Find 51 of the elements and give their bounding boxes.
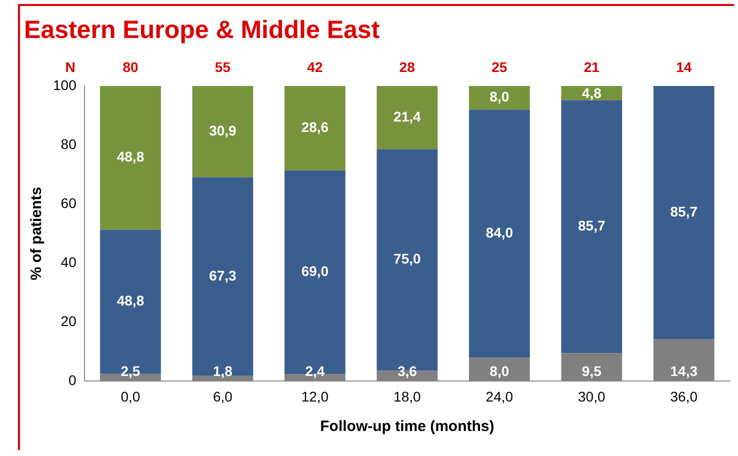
y-tick-label: 20 — [60, 313, 77, 330]
x-axis-title: Follow-up time (months) — [320, 418, 494, 436]
x-tick-label: 6,0 — [212, 388, 233, 404]
text: 21 — [584, 58, 600, 75]
data-label: 14,3 — [670, 363, 698, 380]
text: 14 — [676, 58, 692, 75]
data-label: 2,5 — [120, 363, 140, 380]
text: 55 — [214, 58, 231, 75]
text: 42 — [307, 58, 323, 75]
text: N — [65, 58, 76, 75]
y-tick-label: 40 — [60, 254, 77, 270]
y-axis-title: % of patients — [28, 186, 46, 280]
data-label: 8,0 — [490, 88, 510, 105]
x-tick-label: 24,0 — [486, 388, 514, 404]
data-label: 21,4 — [394, 108, 422, 124]
bar — [376, 86, 438, 150]
bar — [561, 100, 622, 354]
data-label: 85,7 — [578, 218, 606, 234]
bar — [100, 86, 161, 230]
data-label: 75,0 — [394, 250, 422, 267]
x-tick-label: 12,0 — [301, 388, 329, 404]
bar — [468, 110, 530, 358]
data-label: 9,5 — [582, 363, 602, 380]
y-tick-label: 60 — [60, 194, 77, 211]
x-tick-label: 30,0 — [578, 388, 606, 404]
text: 28 — [399, 58, 416, 75]
data-label: 85,7 — [670, 203, 698, 220]
x-tick-label: 36,0 — [670, 388, 698, 404]
data-label: 4,8 — [582, 84, 602, 101]
y-tick-label: 0 — [68, 372, 77, 388]
bar — [192, 86, 254, 178]
data-label: 48,8 — [116, 292, 144, 309]
data-label: 2,4 — [305, 363, 325, 380]
x-tick-label: 0,0 — [120, 388, 140, 404]
data-label: 28,6 — [301, 119, 329, 136]
data-label: 84,0 — [486, 224, 514, 240]
bar — [468, 86, 530, 110]
bar — [284, 86, 346, 170]
data-label: 67,3 — [209, 267, 237, 284]
data-label: 30,9 — [209, 122, 237, 138]
chart-title: Eastern Europe & Middle East — [24, 16, 380, 44]
data-label: 8,0 — [490, 363, 510, 380]
bar — [653, 86, 714, 339]
text: 80 — [122, 58, 138, 75]
y-tick-label: 80 — [60, 136, 77, 152]
data-label: 48,8 — [116, 148, 144, 165]
text: 25 — [492, 58, 508, 75]
y-tick-label: 100 — [53, 76, 77, 93]
data-label: 1,8 — [212, 363, 233, 380]
data-label: 69,0 — [301, 263, 329, 280]
x-tick-label: 18,0 — [394, 388, 422, 404]
